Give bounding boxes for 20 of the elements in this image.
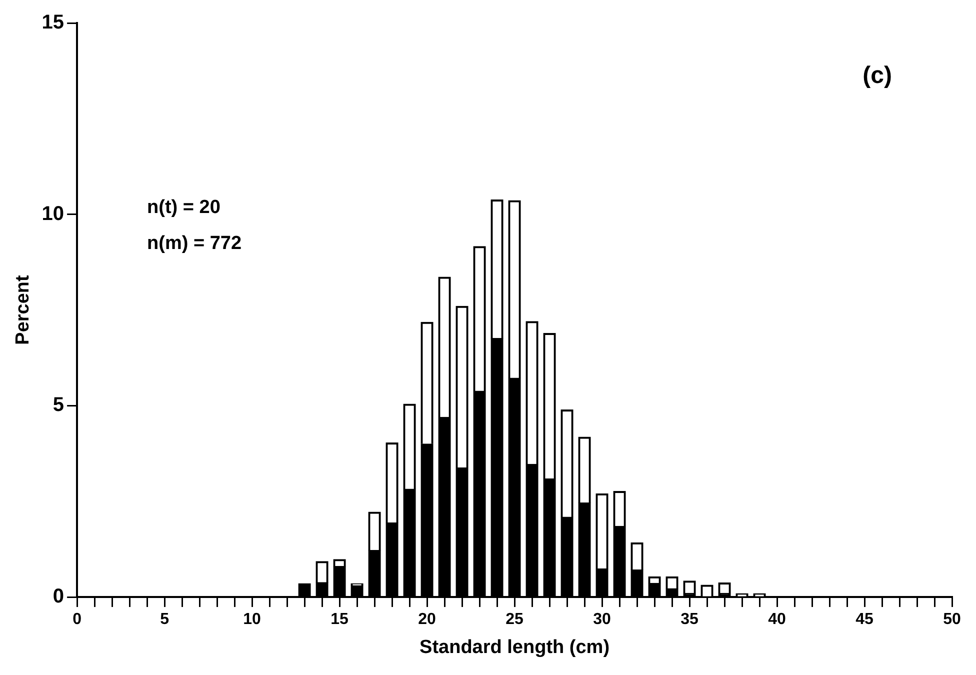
x-tick-label: 35: [680, 611, 699, 628]
y-tick-label: 5: [52, 394, 64, 416]
x-tick-label: 30: [593, 611, 612, 628]
annotation: n(t) = 20: [147, 197, 220, 218]
y-axis-title: Percent: [12, 274, 34, 345]
x-tick-label: 0: [72, 611, 82, 628]
annotation: (c): [862, 62, 892, 89]
x-tick-label: 15: [330, 611, 349, 628]
annotation: n(m) = 772: [147, 233, 242, 254]
x-tick-label: 40: [768, 611, 786, 628]
x-tick-label: 25: [506, 611, 524, 628]
x-tick-label: 5: [160, 611, 170, 628]
x-tick-label: 20: [418, 611, 436, 628]
y-tick-label: 10: [42, 202, 64, 225]
y-tick-label: 15: [42, 12, 64, 34]
y-tick-label: 0: [52, 586, 64, 608]
x-tick-label: 45: [856, 611, 874, 628]
x-axis-title: Standard length (cm): [420, 636, 610, 658]
x-tick-label: 50: [943, 611, 961, 628]
x-tick-label: 10: [243, 611, 262, 628]
